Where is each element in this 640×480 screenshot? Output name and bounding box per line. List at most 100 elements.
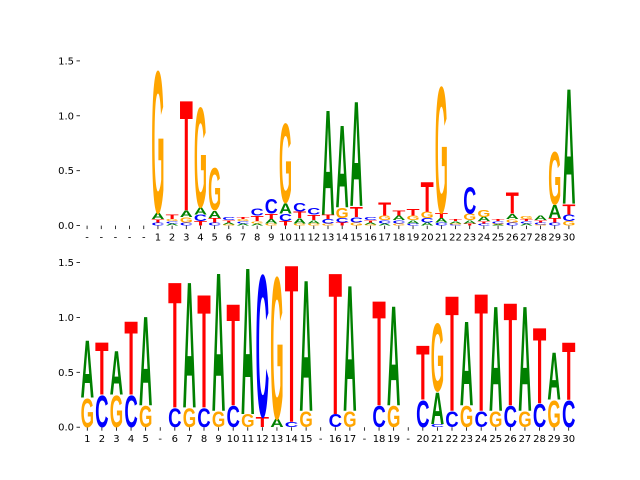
logo-letter: G (435, 50, 448, 251)
x-tick-label: 24 (475, 434, 488, 445)
x-tick-label: 27 (519, 434, 532, 445)
logo-letter: A (222, 222, 235, 225)
logo-letter: T (251, 215, 264, 223)
logo-letter: G (212, 408, 225, 433)
logo-letter: A (492, 224, 505, 226)
logo-letter: C (180, 221, 194, 226)
y-tick-label: 0.0 (58, 221, 74, 232)
logo-letter: G (180, 215, 193, 224)
logo-letter: C (533, 398, 546, 435)
logo-letter: G (299, 408, 312, 433)
logo-letter: C (251, 207, 264, 218)
logo-letter: T (180, 67, 193, 244)
logo-letter: T (372, 269, 385, 437)
logo-letter: C (265, 195, 278, 219)
x-tick-label: 30 (562, 434, 575, 445)
logo-letter: C (307, 207, 320, 217)
logo-letter: G (520, 215, 533, 220)
logo-letter: C (562, 214, 575, 224)
logo-letter: A (251, 223, 264, 226)
x-tick-label: 6 (226, 233, 232, 244)
logo-letter: A (139, 290, 152, 433)
logo-letter: A (151, 211, 164, 221)
x-tick-label: 29 (548, 233, 561, 244)
logo-letter: T (534, 220, 548, 223)
logo-letter: A (407, 219, 421, 224)
logo-letter: G (166, 218, 179, 222)
logo-letter: A (208, 209, 221, 220)
logo-letter: G (548, 137, 561, 221)
logo-letter: G (364, 224, 377, 226)
logo-letter: A (364, 222, 377, 225)
logo-letter: G (194, 78, 207, 238)
logo-letter: G (236, 218, 249, 222)
logo-letter: T (321, 214, 335, 221)
logo-letter: C (372, 401, 385, 435)
logo-letter: T (506, 186, 519, 221)
logo-letter: G (477, 207, 490, 219)
logo-letter: C (226, 401, 239, 435)
logo-letter: T (236, 216, 250, 219)
logo-letter: C (336, 217, 349, 224)
logo-letter: C (392, 219, 406, 224)
x-tick-label: - (158, 434, 162, 445)
x-tick-label: 2 (169, 233, 175, 244)
logo-letter: T (256, 414, 270, 431)
logo-letter: G (293, 223, 306, 227)
logo-letter: T (208, 217, 222, 224)
logo-letter: C (95, 388, 108, 438)
logo-letter: A (562, 53, 575, 239)
x-tick-label: 4 (197, 233, 203, 244)
logo-letter: G (343, 408, 356, 433)
logo-letter: G (336, 206, 349, 222)
x-tick-label: 9 (268, 233, 274, 244)
x-tick-label: 1 (155, 233, 161, 244)
logo-letter: T (307, 214, 320, 222)
logo-letter: C (431, 423, 445, 428)
x-tick-label: - (85, 233, 89, 244)
x-tick-label: 25 (489, 434, 502, 445)
x-tick-label: 15 (300, 434, 313, 445)
logo-letter: C (166, 221, 179, 224)
logo-letter: T (504, 272, 517, 437)
logo-letter: C (477, 223, 490, 226)
x-tick-label: 17 (378, 233, 391, 244)
logo-letter: C (329, 410, 342, 431)
x-tick-label: 8 (201, 434, 207, 445)
logo-letter: T (95, 326, 108, 410)
logo-letter: C (435, 221, 449, 226)
x-tick-label: 10 (227, 434, 240, 445)
y-tick-label: 1.5 (58, 258, 74, 269)
logo-letter: A (449, 221, 462, 224)
logo-letter: A (477, 216, 490, 223)
logo-letter: A (299, 242, 312, 452)
logo-letter: A (265, 218, 278, 225)
logo-letter: A (506, 212, 519, 221)
logo-letter: C (534, 222, 547, 225)
logo-letter: C (285, 421, 298, 429)
x-tick-label: 30 (563, 233, 576, 244)
logo-letter: A (460, 298, 473, 432)
logo-letter: G (407, 215, 420, 222)
logo-letter: A (548, 202, 561, 222)
logo-letter: T (194, 221, 208, 228)
x-tick-label: 21 (431, 434, 444, 445)
x-tick-label: 16 (329, 434, 342, 445)
logo-letter: A (431, 385, 444, 435)
logo-letter: G (449, 223, 462, 225)
logo-letter: G (492, 223, 505, 225)
logo-letter: A (435, 217, 448, 224)
logo-letter: C (197, 403, 211, 433)
x-tick-label: - (99, 233, 103, 244)
x-tick-label: 16 (364, 233, 377, 244)
logo-letter: A (241, 222, 254, 459)
x-tick-label: 2 (99, 434, 105, 445)
logo-letter: A (321, 78, 334, 246)
x-tick-label: 14 (285, 434, 298, 445)
logo-letter: C (449, 224, 462, 226)
logo-letter: A (166, 223, 179, 226)
x-tick-label: - (406, 434, 410, 445)
logo-letter: C (350, 215, 363, 224)
logo-letter: A (110, 337, 123, 408)
logo-letter: C (474, 408, 487, 433)
